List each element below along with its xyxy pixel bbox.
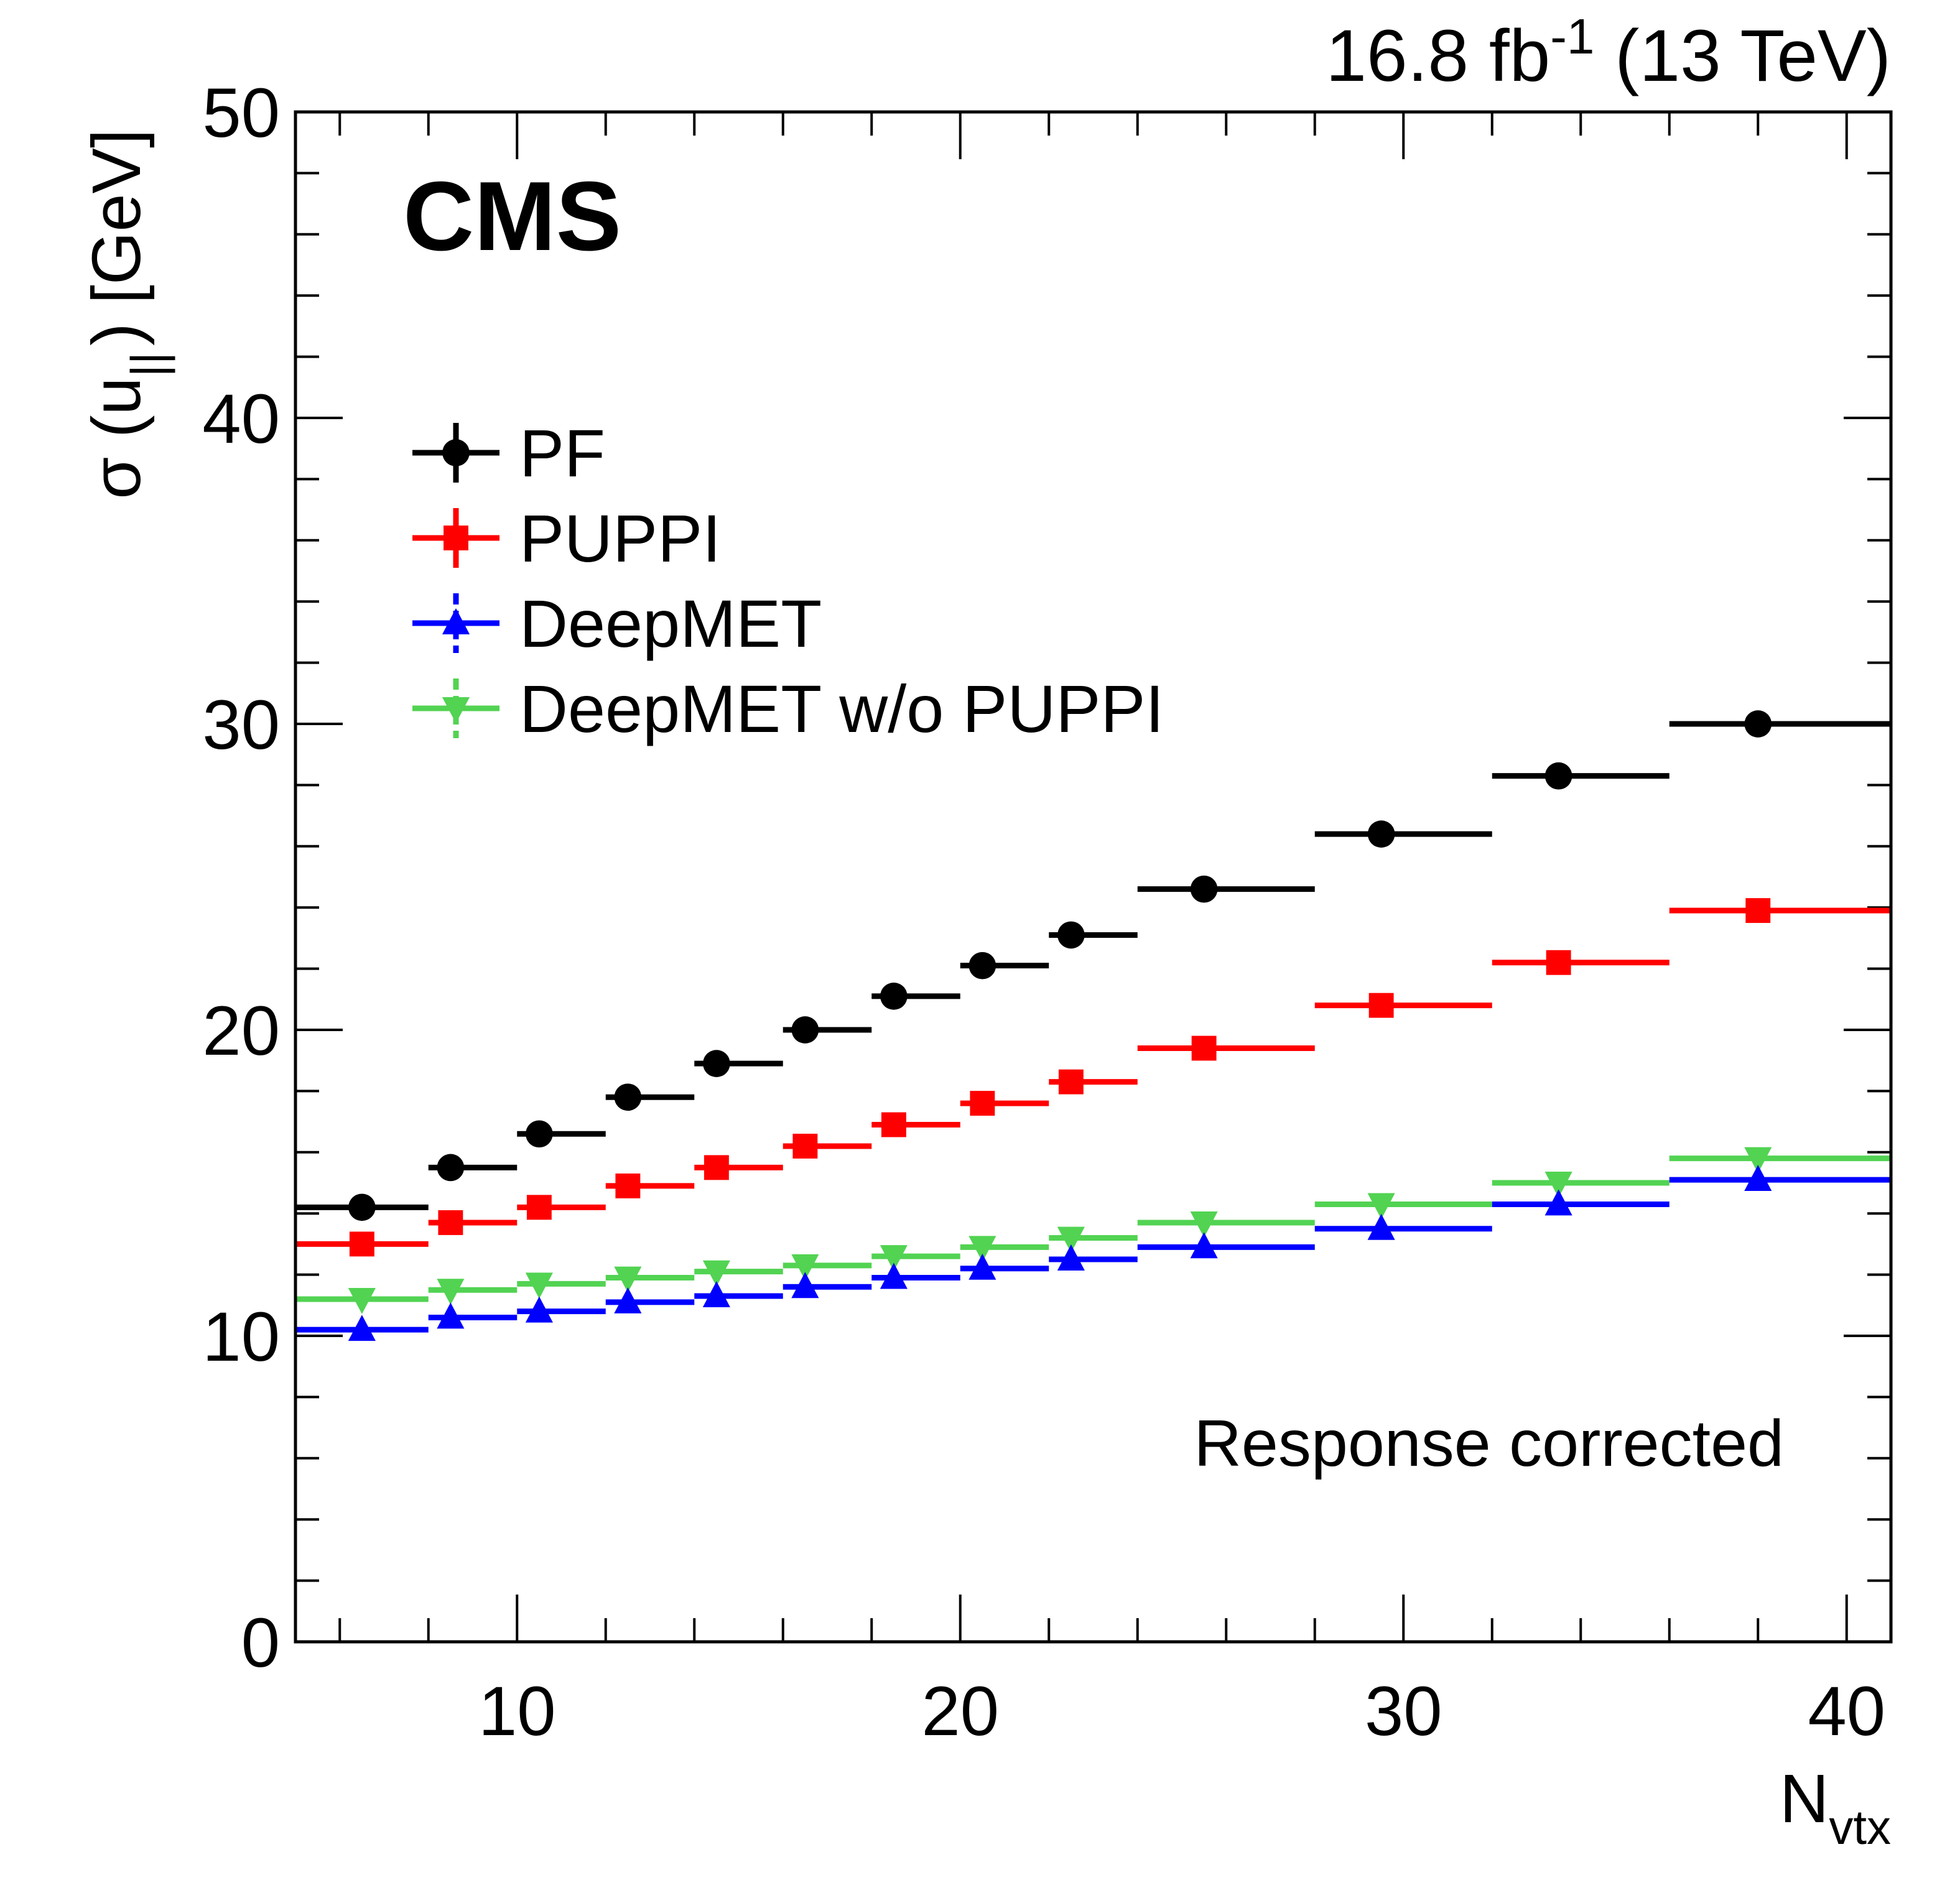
legend-label: DeepMET — [519, 586, 822, 661]
data-point — [437, 1302, 465, 1329]
data-point — [704, 1155, 729, 1180]
y-tick-label: 20 — [202, 992, 280, 1070]
data-point — [1544, 1172, 1572, 1198]
data-point — [348, 1193, 376, 1221]
data-point — [1057, 921, 1085, 949]
data-point — [1544, 1189, 1572, 1216]
data-point — [880, 1262, 908, 1289]
legend-label: DeepMET w/o PUPPI — [519, 671, 1164, 746]
plot-frame — [294, 110, 1893, 1644]
data-point — [526, 1195, 552, 1220]
data-point — [791, 1016, 819, 1044]
data-point — [1057, 1244, 1085, 1271]
data-point — [438, 1210, 463, 1235]
data-point — [968, 1236, 996, 1262]
data-point — [1190, 875, 1218, 903]
legend: PF PUPPI DeepMET DeepMET w/o PUPPI — [412, 415, 1164, 746]
data-point — [614, 1287, 642, 1313]
data-point — [614, 1083, 642, 1111]
y-tick-label: 50 — [202, 74, 280, 152]
data-point — [1745, 898, 1771, 924]
data-point — [702, 1281, 730, 1307]
y-axis-title: σ (u||) [GeV] — [78, 129, 175, 499]
data-point — [881, 1112, 906, 1137]
luminosity-label: 16.8 fb-1 (13 TeV) — [1326, 9, 1891, 97]
data-point — [968, 1253, 996, 1280]
legend-entry: DeepMET — [412, 586, 822, 661]
x-tick-label: 10 — [478, 1672, 556, 1750]
series-deepmet-w-o-puppi — [295, 1147, 1891, 1314]
data-point — [791, 1254, 819, 1280]
data-point — [1190, 1232, 1218, 1259]
axis-ticks — [295, 111, 1891, 1643]
data-point — [614, 1266, 642, 1293]
data-point — [1367, 1193, 1395, 1220]
data-point — [525, 1272, 553, 1299]
data-point — [349, 1231, 374, 1257]
data-point — [880, 1245, 908, 1272]
data-point — [1058, 1069, 1084, 1095]
y-tick-label: 10 — [202, 1298, 280, 1376]
legend-entry: PF — [412, 415, 605, 491]
data-point — [791, 1272, 819, 1299]
response-corrected-note: Response corrected — [1194, 1407, 1784, 1480]
x-tick-label: 20 — [921, 1672, 999, 1750]
legend-label: PF — [519, 415, 605, 491]
y-tick-label: 40 — [202, 380, 280, 458]
data-point — [1546, 950, 1571, 975]
data-point — [348, 1288, 376, 1314]
data-point — [968, 952, 996, 979]
x-axis-title: Nvtx — [1780, 1761, 1891, 1855]
data-point — [792, 1134, 818, 1159]
data-point — [437, 1279, 465, 1305]
data-point — [437, 1154, 465, 1182]
data-point — [1191, 1035, 1217, 1061]
data-point — [526, 1120, 553, 1148]
experiment-label: CMS — [403, 162, 621, 271]
series-deepmet — [295, 1165, 1891, 1341]
data-point — [1367, 820, 1395, 848]
data-point — [1744, 1147, 1772, 1174]
legend-marker — [442, 608, 470, 634]
data-point — [1057, 1226, 1085, 1253]
x-tick-label: 40 — [1808, 1672, 1885, 1750]
data-series — [295, 710, 1891, 1341]
data-point — [525, 1296, 553, 1323]
data-point — [970, 1091, 995, 1116]
data-point — [1744, 710, 1772, 738]
series-pf — [295, 710, 1891, 1221]
legend-entry: DeepMET w/o PUPPI — [412, 671, 1164, 746]
data-point — [1190, 1211, 1218, 1238]
data-point — [1744, 1165, 1772, 1192]
data-point — [1368, 993, 1394, 1018]
legend-marker — [444, 526, 468, 550]
legend-marker — [442, 697, 470, 723]
data-point — [615, 1173, 641, 1198]
legend-marker — [442, 439, 470, 466]
y-tick-label: 0 — [241, 1604, 280, 1682]
legend-label: PUPPI — [519, 501, 721, 576]
legend-entry: PUPPI — [412, 501, 721, 576]
x-tick-label: 30 — [1365, 1672, 1442, 1750]
data-point — [703, 1050, 730, 1077]
data-point — [880, 983, 908, 1010]
y-tick-label: 30 — [202, 686, 280, 764]
data-point — [702, 1260, 730, 1287]
axis-tick-labels: 0 10 20 30 40 50 10 20 30 40 — [202, 74, 1885, 1750]
data-point — [348, 1315, 376, 1341]
series-puppi — [295, 898, 1891, 1257]
data-point — [1544, 762, 1572, 790]
data-point — [1367, 1213, 1395, 1240]
